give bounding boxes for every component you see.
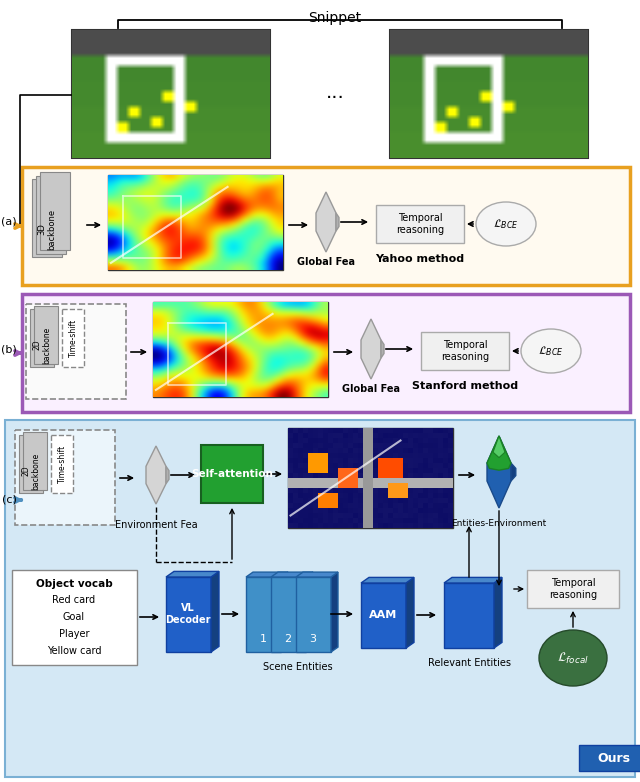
- Polygon shape: [316, 192, 336, 252]
- Polygon shape: [331, 572, 338, 652]
- Bar: [22, 167, 630, 285]
- Text: 3: 3: [310, 634, 317, 644]
- Polygon shape: [166, 466, 169, 484]
- Text: Yellow card: Yellow card: [47, 646, 101, 656]
- Text: AAM: AAM: [369, 610, 397, 620]
- Text: Object vocab: Object vocab: [36, 579, 113, 589]
- Polygon shape: [336, 213, 339, 231]
- Text: 2: 2: [284, 634, 292, 644]
- Bar: [22, 294, 630, 412]
- Ellipse shape: [539, 630, 607, 686]
- Text: Player: Player: [59, 629, 89, 639]
- Text: 2D
backbone: 2D backbone: [21, 452, 41, 490]
- Text: Time-shift: Time-shift: [58, 445, 67, 483]
- Text: Stanford method: Stanford method: [412, 381, 518, 391]
- Text: (a): (a): [1, 217, 17, 227]
- Bar: [201, 445, 263, 503]
- Bar: [288, 428, 453, 528]
- Polygon shape: [493, 436, 505, 457]
- Polygon shape: [211, 572, 219, 652]
- Bar: [5, 420, 635, 777]
- Polygon shape: [166, 572, 219, 577]
- Text: Global Fea: Global Fea: [297, 257, 355, 267]
- Text: $\mathcal{L}_{focal}$: $\mathcal{L}_{focal}$: [557, 651, 589, 665]
- Bar: [36, 175, 66, 253]
- Ellipse shape: [521, 329, 581, 373]
- Bar: [361, 583, 406, 648]
- Bar: [376, 205, 464, 243]
- Bar: [62, 309, 84, 367]
- Ellipse shape: [476, 202, 536, 246]
- Bar: [390, 30, 588, 158]
- Text: Temporal
reasoning: Temporal reasoning: [549, 578, 597, 600]
- Polygon shape: [487, 436, 511, 508]
- Bar: [271, 577, 306, 652]
- Text: Scene Entities: Scene Entities: [263, 662, 333, 672]
- Bar: [15, 430, 115, 525]
- Text: Goal: Goal: [63, 612, 85, 622]
- Text: 1: 1: [259, 634, 266, 644]
- Polygon shape: [246, 572, 288, 577]
- Polygon shape: [487, 436, 511, 470]
- Text: Self-attention: Self-attention: [191, 469, 273, 479]
- Text: Environment Fea: Environment Fea: [115, 520, 197, 530]
- Bar: [19, 435, 43, 493]
- Bar: [296, 577, 331, 652]
- Bar: [153, 302, 328, 397]
- Bar: [444, 583, 494, 648]
- Bar: [26, 304, 126, 399]
- Text: (c): (c): [1, 495, 17, 505]
- Bar: [34, 306, 58, 364]
- Polygon shape: [271, 572, 313, 577]
- Bar: [51, 435, 73, 493]
- Polygon shape: [406, 577, 414, 648]
- Bar: [579, 745, 640, 771]
- Polygon shape: [511, 463, 516, 481]
- Text: $\mathcal{L}_{BCE}$: $\mathcal{L}_{BCE}$: [493, 217, 519, 231]
- Text: 2D
backbone: 2D backbone: [32, 326, 52, 364]
- Text: Yahoo method: Yahoo method: [376, 254, 465, 264]
- Text: Relevant Entities: Relevant Entities: [428, 658, 511, 668]
- Polygon shape: [146, 446, 166, 504]
- Polygon shape: [281, 572, 288, 652]
- Polygon shape: [361, 577, 414, 583]
- Text: Red card: Red card: [52, 595, 95, 605]
- Text: 3D
backbone: 3D backbone: [37, 209, 57, 249]
- Bar: [166, 577, 211, 652]
- Bar: [32, 179, 62, 257]
- Text: Entities-Environment: Entities-Environment: [451, 519, 547, 529]
- Text: Ours: Ours: [598, 752, 630, 765]
- Text: Global Fea: Global Fea: [342, 384, 400, 394]
- Text: Temporal
reasoning: Temporal reasoning: [441, 340, 489, 362]
- Bar: [246, 577, 281, 652]
- Bar: [421, 332, 509, 370]
- Bar: [22, 432, 47, 490]
- Bar: [12, 570, 137, 665]
- Polygon shape: [361, 319, 381, 379]
- Text: (b): (b): [1, 344, 17, 354]
- Polygon shape: [494, 577, 502, 648]
- Bar: [72, 30, 270, 158]
- Text: ...: ...: [326, 84, 344, 102]
- Polygon shape: [296, 572, 338, 577]
- Text: VL
Decoder: VL Decoder: [165, 603, 211, 625]
- Bar: [527, 570, 619, 608]
- Text: Snippet: Snippet: [308, 11, 362, 25]
- Text: $\mathcal{L}_{BCE}$: $\mathcal{L}_{BCE}$: [538, 344, 564, 358]
- Bar: [108, 175, 283, 270]
- Polygon shape: [306, 572, 313, 652]
- Polygon shape: [444, 577, 502, 583]
- Text: Temporal
reasoning: Temporal reasoning: [396, 213, 444, 235]
- Polygon shape: [381, 340, 384, 358]
- Bar: [40, 172, 70, 250]
- Bar: [30, 309, 54, 367]
- Text: Time-shift: Time-shift: [68, 319, 77, 357]
